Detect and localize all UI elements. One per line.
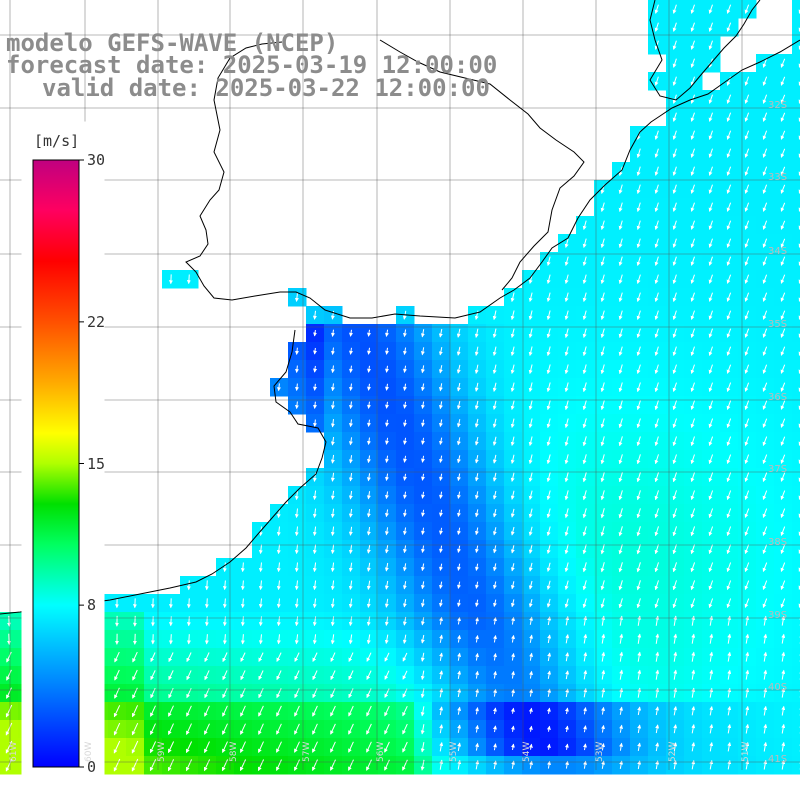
wind-cell — [792, 54, 800, 73]
wind-cell — [792, 648, 800, 667]
wind-cell — [792, 576, 800, 595]
colorbar-tick-label: 8 — [87, 596, 97, 615]
wind-cell — [792, 432, 800, 451]
wind-cell — [792, 234, 800, 253]
colorbar-tick-label: 22 — [87, 312, 106, 331]
wind-cell — [792, 468, 800, 487]
wind-cell — [792, 306, 800, 325]
latitude-label: 33S — [768, 172, 788, 183]
wind-arrow — [186, 598, 191, 609]
wind-cell — [792, 414, 800, 433]
wind-cell — [792, 324, 800, 343]
wind-cell — [792, 18, 800, 37]
wind-cell — [792, 90, 800, 109]
wind-cell — [792, 144, 800, 163]
colorbar-unit: [m/s] — [34, 132, 80, 150]
colorbar-tick-label: 15 — [87, 454, 106, 473]
wind-cell — [792, 540, 800, 559]
latitude-label: 39S — [768, 610, 788, 621]
longitude-label: 56W — [376, 741, 386, 762]
wind-cell — [792, 486, 800, 505]
wind-cell — [792, 558, 800, 577]
wind-cell — [792, 288, 800, 307]
longitude-label: 53W — [595, 741, 605, 762]
longitude-label: 54W — [522, 741, 532, 762]
wind-cell — [792, 0, 800, 19]
wind-cell — [792, 522, 800, 541]
longitude-label: 58W — [229, 741, 239, 762]
colorbar — [32, 159, 80, 768]
wind-cell — [792, 684, 800, 703]
longitude-label: 51W — [741, 741, 751, 762]
wind-arrow — [204, 580, 209, 591]
wind-cell — [792, 720, 800, 739]
wind-arrow — [186, 580, 191, 591]
longitude-label: 57W — [302, 741, 312, 762]
wind-cell — [792, 270, 800, 289]
longitude-label: 52W — [668, 741, 678, 762]
wind-cell — [792, 504, 800, 523]
wind-cell — [792, 702, 800, 721]
latitude-label: 37S — [768, 464, 788, 475]
wind-arrow — [168, 634, 173, 645]
longitude-label: 55W — [449, 741, 459, 762]
wind-cell — [792, 612, 800, 631]
wind-speed-field — [0, 0, 800, 775]
wind-cell — [792, 378, 800, 397]
wind-cell — [792, 666, 800, 685]
wind-cell — [792, 162, 800, 181]
latitude-label: 34S — [768, 246, 788, 257]
latitude-label: 32S — [768, 100, 788, 111]
wind-cell — [792, 594, 800, 613]
wind-arrow — [186, 274, 191, 285]
latitude-label: 38S — [768, 537, 788, 548]
wind-cell — [792, 360, 800, 379]
wind-cell — [792, 756, 800, 775]
wind-cell — [792, 180, 800, 199]
wind-cell — [792, 450, 800, 469]
latitude-label: 41S — [768, 754, 788, 765]
wind-cell — [792, 216, 800, 235]
longitude-label: 59W — [157, 741, 167, 762]
wind-cell — [792, 198, 800, 217]
wind-arrow — [186, 634, 191, 645]
wind-cell — [792, 36, 800, 55]
colorbar-tick-label: 30 — [87, 151, 106, 169]
wind-cell — [792, 738, 800, 757]
latitude-label: 35S — [768, 319, 788, 330]
wind-cell — [792, 342, 800, 361]
latitude-label: 40S — [768, 682, 788, 693]
longitude-label: 61W — [9, 741, 19, 762]
wind-arrow — [204, 598, 209, 609]
wind-cell — [792, 72, 800, 91]
valid-date: valid date: 2025-03-22 12:00:00 — [42, 74, 490, 102]
wind-cell — [792, 252, 800, 271]
wind-cell — [792, 108, 800, 127]
wind-cell — [792, 126, 800, 145]
wind-cell — [792, 396, 800, 415]
longitude-label: 60W — [84, 741, 94, 762]
latitude-label: 36S — [768, 392, 788, 403]
wind-cell — [792, 630, 800, 649]
